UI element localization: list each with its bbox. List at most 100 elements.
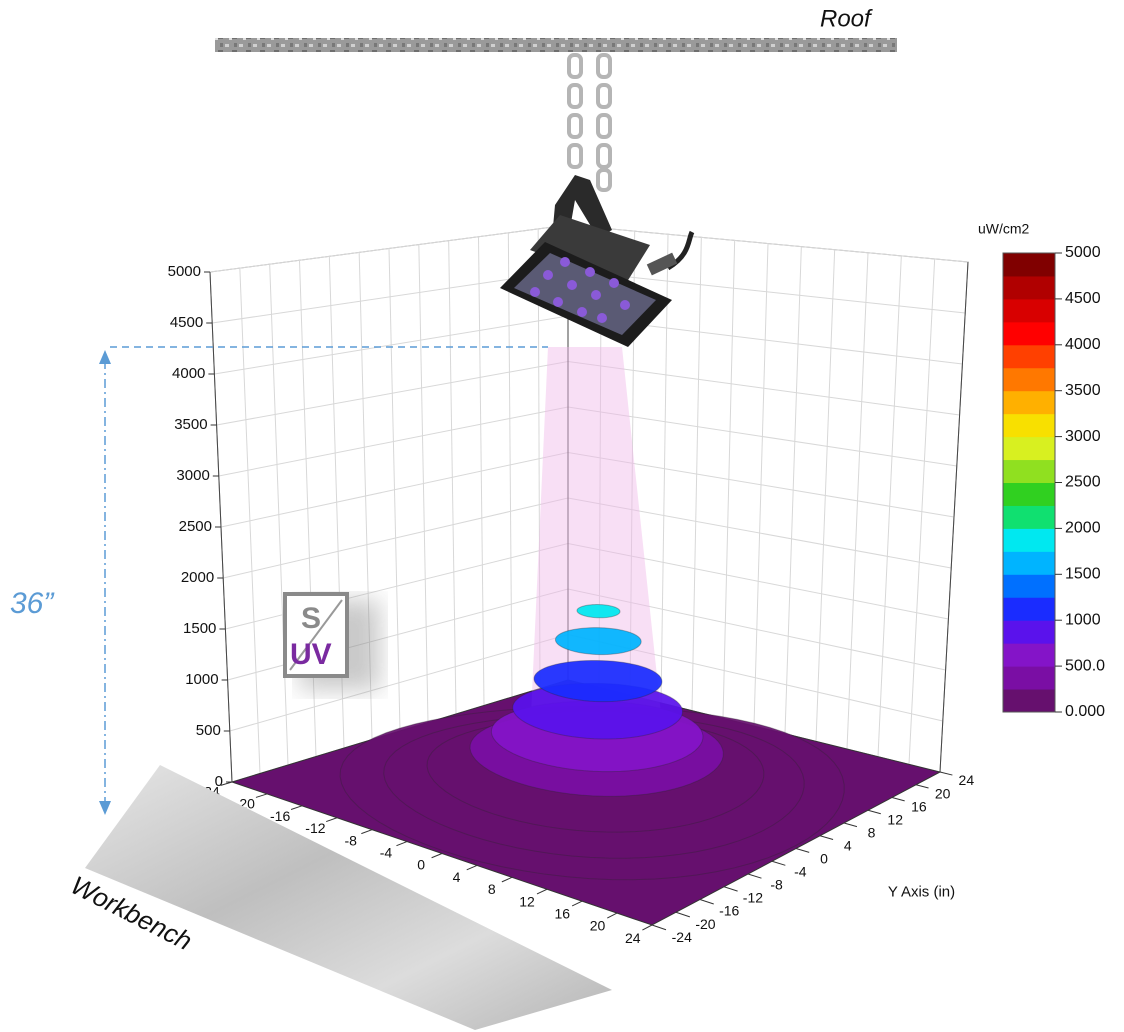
grid-line (418, 244, 429, 723)
y-tick (771, 860, 786, 866)
colorbar-band (1003, 367, 1055, 392)
y-axis-title: Y Axis (in) (888, 884, 955, 901)
arrow-head (99, 801, 111, 815)
y-tick-label: -20 (695, 916, 715, 932)
z-tick-label: 2500 (179, 518, 212, 535)
colorbar-band (1003, 436, 1055, 461)
colorbar-tick-label: 1000 (1065, 611, 1101, 628)
grid-line (388, 248, 401, 732)
x-tick-label: -16 (270, 808, 290, 824)
axis-line (939, 261, 969, 773)
z-tick-label: 500 (196, 722, 221, 739)
colorbar-tick-label: 5000 (1065, 244, 1101, 261)
x-tick-label: 4 (453, 869, 461, 885)
workbench (85, 765, 612, 1030)
colorbar-tick-label: 4000 (1065, 336, 1101, 353)
colorbar-band (1003, 643, 1055, 667)
x-tick (607, 912, 618, 919)
roof (215, 38, 897, 52)
y-tick (939, 771, 953, 776)
z-tick-label: 3000 (176, 467, 209, 484)
y-tick (891, 797, 905, 802)
colorbar-band (1003, 574, 1055, 598)
colorbar-band (1003, 666, 1055, 690)
colorbar-band (1003, 390, 1055, 415)
y-tick (675, 911, 691, 918)
colorbar-tick-label: 4500 (1065, 290, 1101, 307)
x-tick (571, 900, 583, 907)
y-tick (795, 848, 810, 853)
colorbar-title: uW/cm2 (978, 221, 1030, 237)
grid-line (239, 268, 261, 774)
colorbar-band (1003, 344, 1055, 369)
z-tick-label: 3500 (174, 416, 207, 433)
logo-bottom: UV (290, 638, 332, 671)
colorbar-tick-label: 2500 (1065, 474, 1101, 491)
y-tick (843, 822, 858, 828)
x-tick-label: 24 (625, 930, 641, 946)
y-tick-label: 12 (887, 811, 903, 827)
grid-line (660, 234, 669, 704)
z-tick-label: 4000 (172, 365, 205, 382)
y-tick (723, 886, 738, 892)
colorbar-band (1003, 528, 1055, 552)
x-tick (501, 876, 513, 883)
x-tick (536, 888, 548, 895)
logo: S UV (283, 592, 380, 690)
x-tick-label: 16 (554, 906, 570, 922)
roof-label: Roof (820, 5, 873, 32)
grid-line (753, 243, 769, 727)
y-tick-label: 16 (911, 798, 927, 814)
y-tick-label: -16 (719, 903, 739, 919)
y-tick (699, 899, 714, 905)
colorbar-tick-label: 1500 (1065, 566, 1101, 583)
grid-line (478, 236, 485, 706)
z-tick-label: 1000 (185, 671, 218, 688)
colorbar-band (1003, 597, 1055, 621)
y-tick-label: -12 (743, 890, 763, 906)
y-tick (915, 784, 929, 789)
colorbar-tick-label: 500.0 (1065, 657, 1105, 674)
x-tick-label: 0 (417, 857, 425, 873)
grid-line (815, 249, 836, 742)
grid-line (691, 237, 702, 711)
x-tick (431, 853, 443, 859)
surface-contour (576, 604, 621, 619)
colorbar-band (1003, 321, 1055, 346)
y-tick-label: 20 (935, 785, 951, 801)
grid-line (507, 232, 513, 698)
grid-line (722, 240, 736, 719)
colorbar-band (1003, 551, 1055, 575)
x-tick-label: 20 (590, 918, 606, 934)
x-tick (255, 793, 268, 798)
x-tick-label: 8 (488, 881, 496, 897)
colorbar-band (1003, 459, 1055, 483)
y-tick (867, 809, 881, 815)
colorbar-band (1003, 275, 1055, 300)
x-tick-label: -4 (380, 845, 393, 861)
z-tick-label: 5000 (168, 263, 201, 280)
y-tick-label: -24 (672, 929, 692, 945)
grid-line (448, 240, 457, 715)
y-tick-label: 24 (959, 772, 975, 788)
x-tick (361, 829, 373, 835)
colorbar-band (1003, 620, 1055, 644)
x-tick-label: 12 (519, 893, 535, 909)
y-tick-label: -4 (794, 864, 807, 880)
z-tick-label: 0 (215, 773, 223, 790)
grid-line (908, 258, 936, 765)
z-tick-label: 1500 (183, 620, 216, 637)
height-label: 36” (10, 587, 55, 620)
logo-top: S (301, 602, 321, 635)
z-tick-label: 2000 (181, 569, 214, 586)
lamp (500, 175, 695, 347)
chains (567, 53, 612, 192)
x-tick (290, 805, 303, 810)
grid-line (877, 255, 902, 757)
x-tick (220, 781, 233, 786)
surface-contour (533, 659, 663, 703)
y-tick-label: 4 (844, 837, 852, 853)
y-tick (747, 873, 762, 879)
